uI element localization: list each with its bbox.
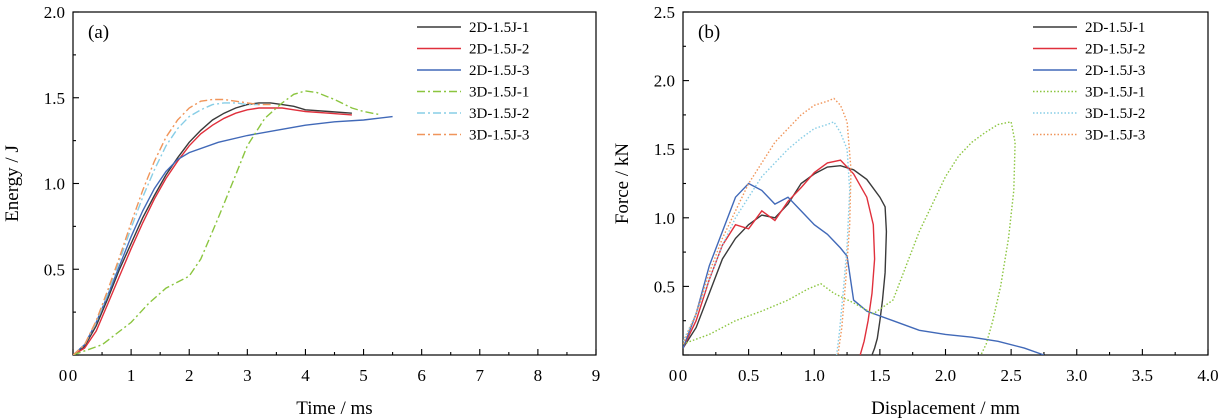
series-line-3D-1.5J-2 <box>683 120 851 355</box>
x-tick-label: 4 <box>301 366 310 385</box>
x-tick-label: 2.5 <box>1001 366 1022 385</box>
x-tick-label: 9 <box>592 366 601 385</box>
y-tick-label: 1.5 <box>44 89 65 108</box>
series-line-2D-1.5J-1 <box>73 102 352 355</box>
series-line-2D-1.5J-2 <box>683 159 876 355</box>
x-tick-label: 4.0 <box>1197 366 1218 385</box>
y-tick-label: 1.0 <box>44 175 65 194</box>
y-tick-label: 2.0 <box>44 3 65 22</box>
legend-label: 3D-1.5J-1 <box>1085 85 1145 101</box>
x-tick-label: 7 <box>476 366 485 385</box>
panel-b: 0 0.5 1.0 1.5 2.0 2.5 3.0 3.5 4.0 0.5 1.0 1.5 2.0 2.5… <box>612 3 1218 419</box>
series-line-3D-1.5J-3 <box>683 97 852 355</box>
legend-label: 3D-1.5J-1 <box>469 85 529 101</box>
series-line-2D-1.5J-3 <box>683 182 1045 355</box>
legend-label: 3D-1.5J-3 <box>469 128 529 144</box>
legend-label: 3D-1.5J-3 <box>1085 128 1145 144</box>
x-tick-label: 0 <box>679 366 688 385</box>
y-tick-label: 2.5 <box>654 3 675 22</box>
panel-a: 0 1 2 3 4 5 6 7 8 9 0.5 1.0 1.5 2.0 0 Time / ms Energy /… <box>2 3 600 419</box>
panel-label: (b) <box>698 22 720 43</box>
series-line-2D-1.5J-3 <box>73 115 393 355</box>
y-tick-label: 2.0 <box>654 72 675 91</box>
series-line-2D-1.5J-1 <box>683 164 888 355</box>
x-tick-label: 1.5 <box>869 366 890 385</box>
legend-label: 2D-1.5J-3 <box>469 63 529 79</box>
x-axis-title: Displacement / mm <box>871 398 1020 419</box>
legend-label: 2D-1.5J-2 <box>469 42 529 58</box>
legend-label: 2D-1.5J-1 <box>469 20 529 36</box>
y-tick-label: 0.5 <box>44 260 65 279</box>
x-tick-label: 1 <box>127 366 136 385</box>
origin-label: 0 <box>59 366 68 385</box>
x-axis-title: Time / ms <box>296 398 372 419</box>
x-tick-label: 8 <box>534 366 543 385</box>
origin-label: 0 <box>669 366 678 385</box>
x-tick-label: 2.0 <box>935 366 956 385</box>
series-line-3D-1.5J-1 <box>73 90 382 355</box>
series-line-2D-1.5J-2 <box>73 107 352 355</box>
legend-label: 3D-1.5J-2 <box>469 106 529 122</box>
x-tick-label: 3.0 <box>1066 366 1087 385</box>
series-line-3D-1.5J-3 <box>73 98 271 355</box>
x-tick-label: 3.5 <box>1132 366 1153 385</box>
x-tick-label: 5 <box>359 366 368 385</box>
x-tick-label: 2 <box>185 366 194 385</box>
x-tick-label: 0.5 <box>738 366 759 385</box>
x-tick-label: 1.0 <box>804 366 825 385</box>
y-axis-title: Force / kN <box>612 143 633 225</box>
y-tick-label: 1.5 <box>654 140 675 159</box>
series-line-3D-1.5J-2 <box>73 102 259 355</box>
legend-label: 2D-1.5J-1 <box>1085 20 1145 36</box>
y-tick-label: 1.0 <box>654 209 675 228</box>
legend-label: 2D-1.5J-3 <box>1085 63 1145 79</box>
legend-label: 3D-1.5J-2 <box>1085 106 1145 122</box>
y-axis-title: Energy / J <box>2 145 23 222</box>
legend-label: 2D-1.5J-2 <box>1085 42 1145 58</box>
x-tick-label: 6 <box>417 366 426 385</box>
x-tick-label: 3 <box>243 366 252 385</box>
y-tick-label: 0.5 <box>654 277 675 296</box>
panel-label: (a) <box>88 22 109 43</box>
x-tick-label: 0 <box>69 366 78 385</box>
